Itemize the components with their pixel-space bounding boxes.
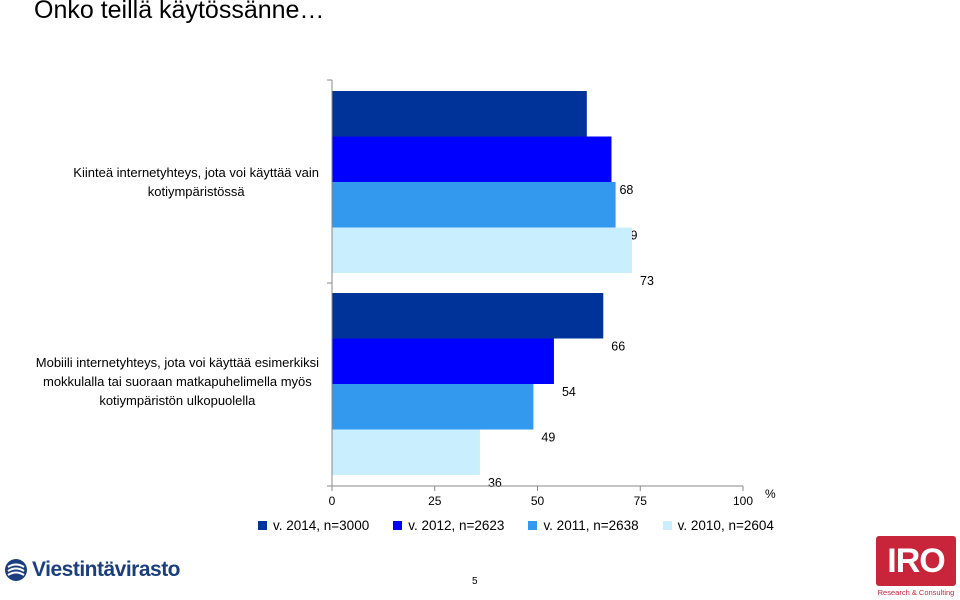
viestintavirasto-emblem-icon	[5, 559, 27, 581]
iro-logo: IRO Research & Consulting	[876, 536, 956, 597]
x-tick-label-50: 50	[531, 494, 545, 508]
data-label-mobile-2012: 54	[562, 385, 576, 399]
legend-label-2012: v. 2012, n=2623	[408, 518, 505, 533]
data-label-mobile-2011: 49	[541, 431, 555, 445]
bar-fixed-2011	[332, 182, 616, 228]
iro-logo-subtitle: Research & Consulting	[877, 588, 955, 597]
page-number: 5	[472, 576, 478, 587]
legend-label-2010: v. 2010, n=2604	[677, 518, 774, 533]
bar-mobile-2011	[332, 384, 534, 430]
legend-swatch-2011	[528, 521, 538, 530]
legend-swatch-2012	[393, 521, 403, 530]
bar-fixed-2014	[332, 91, 587, 137]
viestintavirasto-logo-text: Viestintävirasto	[32, 558, 181, 581]
x-tick-label-75: 75	[634, 494, 648, 508]
legend-item-2012: v. 2012, n=2623	[393, 518, 504, 533]
x-tick-label-100: 100	[733, 494, 753, 508]
bar-mobile-2012	[332, 338, 554, 384]
bar-fixed-2012	[332, 136, 612, 182]
viestintavirasto-logo: Viestintävirasto	[4, 558, 181, 582]
bar-mobile-2010	[332, 429, 480, 475]
x-tick-label-0: 0	[329, 494, 336, 508]
bar-fixed-2010	[332, 227, 633, 273]
data-label-mobile-2010: 36	[488, 476, 502, 490]
legend-item-2014: v. 2014, n=3000	[258, 518, 369, 533]
slide-title: Onko teillä käytössänne…	[34, 0, 325, 24]
category-label-mobile-internet: Mobiili internetyhteys, jota voi käyttää…	[35, 355, 319, 408]
iro-logo-mark: IRO	[876, 536, 956, 586]
x-axis-unit-label: %	[765, 487, 776, 501]
category-label-fixed-internet: Kiinteä internetyhteys, jota voi käyttää…	[73, 165, 319, 199]
bar-mobile-2014	[332, 293, 604, 339]
data-label-fixed-2010: 73	[640, 274, 654, 288]
legend-swatch-2014	[258, 521, 267, 530]
data-label-mobile-2014: 66	[611, 340, 625, 354]
data-label-fixed-2012: 68	[619, 183, 633, 197]
legend-label-2014: v. 2014, n=3000	[273, 518, 370, 533]
chart-legend: v. 2014, n=3000 v. 2012, n=2623 v. 2011,…	[258, 518, 774, 533]
legend-item-2011: v. 2011, n=2638	[528, 518, 639, 533]
legend-label-2011: v. 2011, n=2638	[543, 518, 639, 533]
x-tick-label-25: 25	[428, 494, 442, 508]
legend-swatch-2010	[662, 521, 672, 530]
legend-item-2010: v. 2010, n=2604	[662, 518, 774, 533]
